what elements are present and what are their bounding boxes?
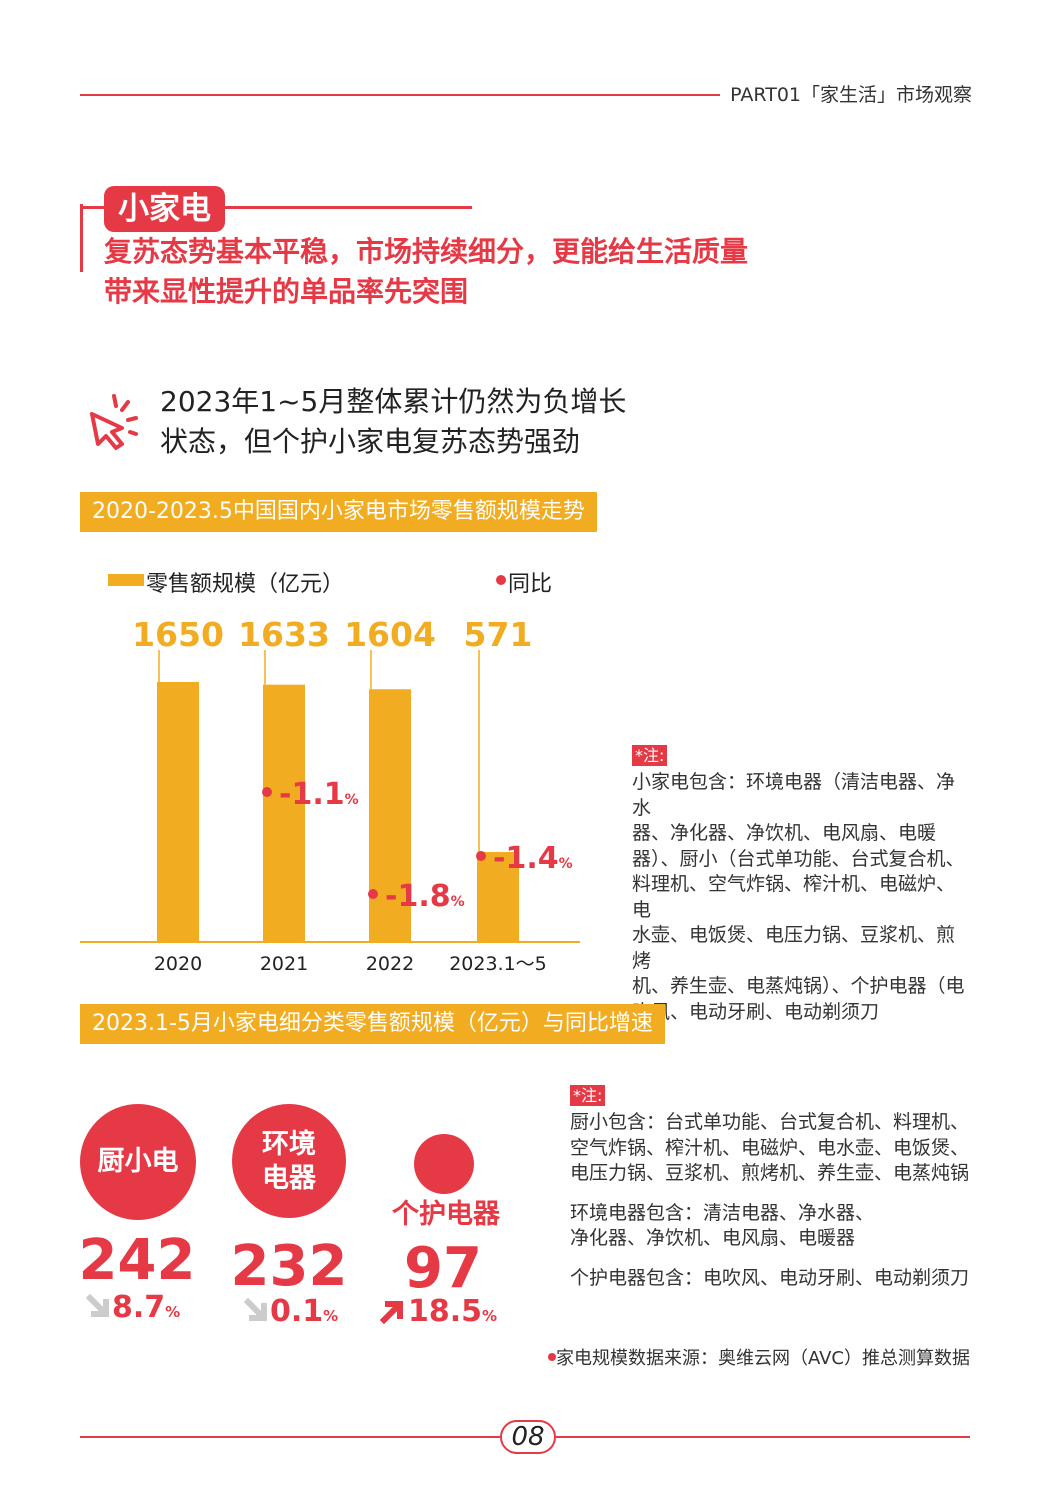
legend-bar-swatch <box>108 574 144 586</box>
category-note-environment: 环境电器包含：清洁电器、净水器、 净化器、净饮机、电风扇、电暖器 <box>570 1201 980 1252</box>
x-tick-label: 2020 <box>154 953 202 975</box>
bar-value-label: 571 <box>464 615 533 654</box>
kitchen-change-value: 8.7 <box>112 1290 166 1325</box>
bar-2021 <box>263 684 305 942</box>
lead-line1: 2023年1~5月整体累计仍然为负增长 <box>160 385 627 418</box>
kitchen-value: 242 <box>78 1228 196 1293</box>
x-tick-label: 2021 <box>260 953 308 975</box>
chart-note-line: 吹风、电动牙刷、电动剃须刀 <box>632 1000 880 1023</box>
environment-change: 0.1% <box>243 1294 339 1329</box>
bar-value-label: 1633 <box>238 615 330 654</box>
personal-care-category-circle <box>414 1134 474 1194</box>
category-note-environment-line: 环境电器包含：清洁电器、净水器、 <box>570 1201 875 1224</box>
bar-2023.1～5 <box>477 852 519 942</box>
personal-care-change: 18.5% <box>379 1294 498 1329</box>
category-note-tag: *注: <box>570 1085 606 1106</box>
arrow-up-right-icon <box>379 1301 403 1325</box>
lead-statement: 2023年1~5月整体累计仍然为负增长 状态，但个护小家电复苏态势强劲 <box>160 382 680 462</box>
environment-label-line1: 环境 <box>262 1129 316 1160</box>
section-rule-vertical <box>80 204 83 272</box>
bar-chart: 1650 2020 1633 2021 -1.1% 1604 2022 -1.8% 571 202… <box>80 615 580 975</box>
section-subtitle-line2: 带来显性提升的单品率先突围 <box>104 275 469 308</box>
section-subtitle-line1: 复苏态势基本平稳，市场持续细分，更能给生活质量 <box>104 235 749 268</box>
bar-value-label: 1650 <box>132 615 224 654</box>
legend-dot-label: 同比 <box>508 572 553 597</box>
section-subtitle: 复苏态势基本平稳，市场持续细分，更能给生活质量 带来显性提升的单品率先突围 <box>104 232 804 312</box>
bar-2022 <box>369 689 411 942</box>
personal-care-change-unit: % <box>482 1307 498 1325</box>
x-tick-label: 2023.1～5 <box>449 953 547 975</box>
footer-rule-right <box>556 1436 970 1438</box>
yoy-unit: % <box>559 856 573 872</box>
category-note-personal-care: 个护电器包含：电吹风、电动牙刷、电动剃须刀 <box>570 1266 970 1289</box>
environment-label-line2: 电器 <box>262 1163 316 1194</box>
bar-value-label: 1604 <box>344 615 436 654</box>
chart-note-body: 小家电包含：环境电器（清洁电器、净水器、净化器、净饮机、电风扇、电暖器）、厨小（… <box>632 770 972 1025</box>
kitchen-change-unit: % <box>165 1303 181 1321</box>
chart-note-line: 水壶、电饭煲、电压力锅、豆浆机、煎烤 <box>632 924 956 972</box>
personal-care-value: 97 <box>404 1236 482 1301</box>
legend-dot-swatch <box>496 575 506 585</box>
footer-rule-left <box>80 1436 500 1438</box>
chart-note-tag: *注: <box>632 745 668 766</box>
header-rule <box>80 94 720 96</box>
arrow-down-right-icon <box>243 1297 267 1321</box>
bar-2020 <box>157 682 199 942</box>
arrow-down-right-icon <box>85 1293 109 1317</box>
chart-note-line: 机、养生壶、电蒸炖锅）、个护电器（电 <box>632 975 965 997</box>
yoy-label: -1.8% <box>385 879 465 914</box>
yoy-dot <box>476 851 486 861</box>
chart-note-line: 料理机、空气炸锅、榨汁机、电磁炉、电 <box>632 873 956 921</box>
yoy-dot <box>262 787 272 797</box>
yoy-unit: % <box>451 894 465 910</box>
yoy-unit: % <box>345 792 359 808</box>
personal-care-change-value: 18.5 <box>408 1294 483 1329</box>
section-rule-horizontal <box>80 206 472 209</box>
cursor-click-icon <box>90 394 138 450</box>
category-note-environment-line: 净化器、净饮机、电风扇、电暖器 <box>570 1227 856 1249</box>
data-source: 家电规模数据来源：奥维云网（AVC）推总测算数据 <box>547 1344 970 1370</box>
legend-bar-label: 零售额规模（亿元） <box>146 572 345 597</box>
category-note-kitchen: 厨小包含：台式单功能、台式复合机、料理机、 空气炸锅、榨汁机、电磁炉、电水壶、电饭… <box>570 1110 980 1187</box>
category-note-kitchen-line: 空气炸锅、榨汁机、电磁炉、电水壶、电饭煲、 <box>570 1136 970 1159</box>
chart-note: *注: 小家电包含：环境电器（清洁电器、净水器、净化器、净饮机、电风扇、电暖器）… <box>632 745 972 1025</box>
category-note-kitchen-line: 厨小包含：台式单功能、台式复合机、料理机、 <box>570 1111 970 1133</box>
category-title-banner: 2023.1-5月小家电细分类零售额规模（亿元）与同比增速 <box>80 1004 665 1044</box>
yoy-label: -1.1% <box>279 777 359 812</box>
category-note-kitchen-line: 电压力锅、豆浆机、煎烤机、养生壶、电蒸炖锅 <box>570 1162 970 1184</box>
header-part-label: PART01「家生活」市场观察 <box>730 84 972 106</box>
yoy-dot <box>368 889 378 899</box>
chart-note-line: 器）、厨小（台式单功能、台式复合机、 <box>632 847 965 870</box>
chart-note-line: 器、净化器、净饮机、电风扇、电暖 <box>632 822 937 844</box>
data-source-text: 家电规模数据来源：奥维云网（AVC）推总测算数据 <box>555 1348 970 1369</box>
environment-change-unit: % <box>323 1307 339 1325</box>
kitchen-change: 8.7% <box>85 1290 181 1325</box>
personal-care-label: 个护电器 <box>392 1199 500 1230</box>
page-number: 08 <box>500 1420 556 1454</box>
section-badge: 小家电 <box>104 186 225 232</box>
environment-value: 232 <box>230 1234 348 1299</box>
chart-note-line: 小家电包含：环境电器（清洁电器、净水 <box>632 771 956 819</box>
lead-line2: 状态，但个护小家电复苏态势强劲 <box>160 425 581 458</box>
kitchen-category-circle: 厨小电 <box>80 1104 196 1220</box>
environment-category-circle: 环境 电器 <box>232 1104 346 1218</box>
chart-title-banner: 2020-2023.5中国国内小家电市场零售额规模走势 <box>80 492 597 532</box>
yoy-label: -1.4% <box>493 841 573 876</box>
source-dot <box>547 1353 556 1361</box>
category-note: *注: 厨小包含：台式单功能、台式复合机、料理机、 空气炸锅、榨汁机、电磁炉、电水… <box>570 1085 980 1291</box>
environment-change-value: 0.1 <box>270 1294 324 1329</box>
x-tick-label: 2022 <box>366 953 414 975</box>
